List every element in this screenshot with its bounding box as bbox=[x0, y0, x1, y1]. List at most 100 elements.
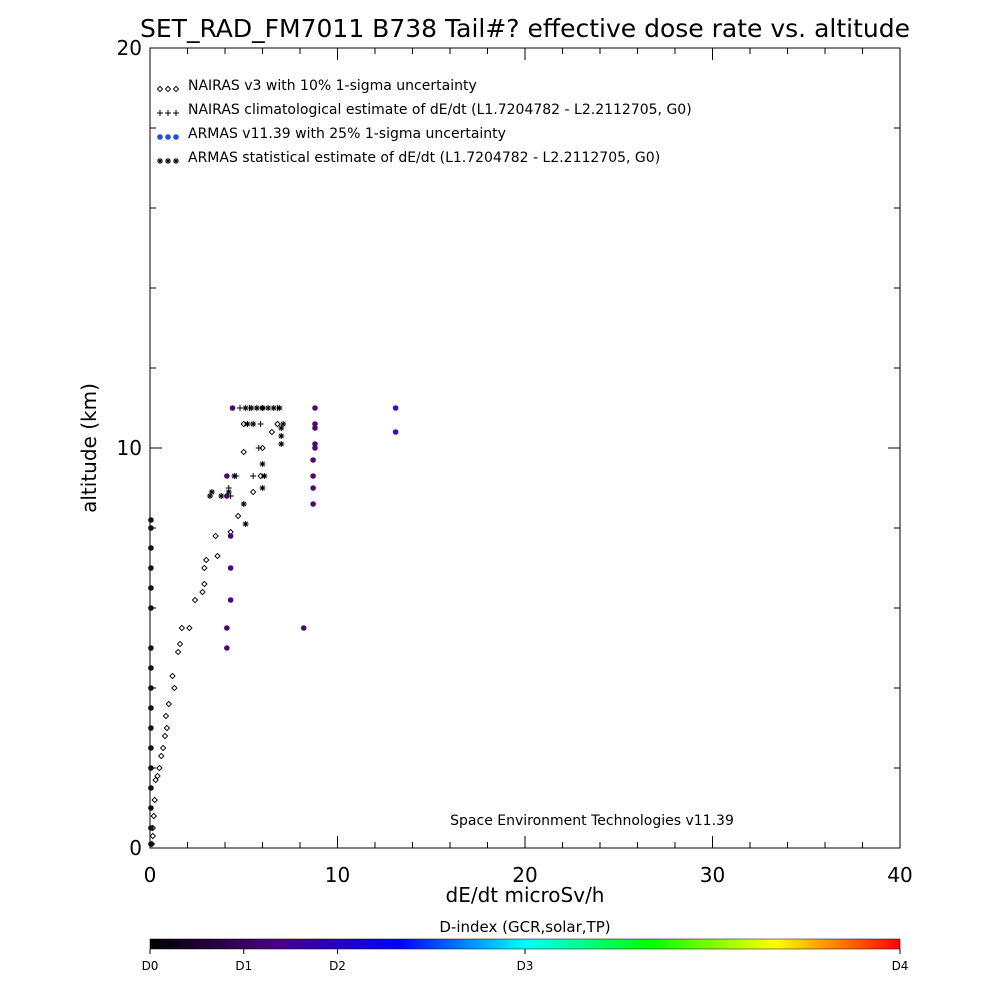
x-axis-label: dE/dt microSv/h bbox=[446, 883, 605, 907]
dot-point bbox=[148, 525, 154, 531]
asterisk-point bbox=[240, 501, 247, 507]
dot-point bbox=[227, 565, 234, 571]
diamond-point bbox=[199, 588, 206, 596]
diamond-point bbox=[212, 532, 219, 540]
diamond-point bbox=[201, 580, 208, 588]
colorbar-title: D-index (GCR,solar,TP) bbox=[439, 918, 610, 936]
dot-point bbox=[148, 665, 154, 671]
asterisk-point bbox=[253, 405, 260, 411]
x-tick-label: 10 bbox=[325, 863, 350, 887]
asterisk-point bbox=[248, 405, 255, 411]
diamond-point bbox=[268, 428, 276, 436]
diamond-point bbox=[178, 624, 186, 632]
data-points bbox=[148, 404, 399, 848]
dot-point bbox=[148, 725, 154, 731]
diamond-point bbox=[158, 752, 165, 760]
diamond-point bbox=[163, 724, 171, 732]
asterisk-point bbox=[225, 489, 232, 495]
asterisk-point bbox=[250, 421, 257, 427]
dot-point bbox=[312, 445, 318, 451]
chart-title: SET_RAD_FM7011 B738 Tail#? effective dos… bbox=[140, 14, 910, 43]
legend-item: ARMAS v11.39 with 25% 1-sigma uncertaint… bbox=[157, 126, 506, 142]
dot-point bbox=[148, 545, 154, 551]
legend-symbol bbox=[165, 134, 171, 140]
dot-point bbox=[148, 841, 154, 847]
diamond-point bbox=[152, 776, 159, 784]
colorbar-label: D2 bbox=[329, 959, 346, 973]
series-diamond bbox=[148, 404, 281, 848]
asterisk-point bbox=[276, 405, 283, 411]
asterisk-point bbox=[242, 405, 249, 411]
diamond-point bbox=[234, 512, 242, 520]
diamond-point bbox=[274, 420, 281, 428]
legend-label: NAIRAS v3 with 10% 1-sigma uncertainty bbox=[188, 78, 477, 94]
y-tick-label: 0 bbox=[129, 836, 142, 860]
dot-point bbox=[310, 473, 316, 479]
plus-point bbox=[255, 445, 262, 451]
diamond-point bbox=[151, 796, 158, 804]
dot-point bbox=[227, 597, 234, 603]
diamond-point bbox=[150, 812, 157, 820]
legend-symbol bbox=[173, 134, 179, 140]
axis-ticks bbox=[149, 47, 901, 849]
diamond-point bbox=[165, 700, 172, 708]
y-tick-label: 10 bbox=[117, 436, 142, 460]
legend-symbol bbox=[173, 158, 179, 164]
diamond-point bbox=[240, 448, 247, 456]
legend-item: ARMAS statistical estimate of dE/dt (L1.… bbox=[157, 150, 660, 166]
legend-symbol bbox=[173, 110, 179, 116]
dot-point bbox=[148, 565, 154, 571]
dot-point bbox=[148, 785, 154, 791]
dot-point bbox=[310, 485, 316, 491]
diamond-point bbox=[186, 624, 193, 632]
series-asterisk bbox=[207, 405, 287, 527]
diamond-point bbox=[149, 832, 157, 840]
legend-label: ARMAS statistical estimate of dE/dt (L1.… bbox=[188, 150, 660, 166]
dot-point bbox=[224, 645, 230, 651]
x-tick-label: 40 bbox=[887, 863, 912, 887]
plot-frame bbox=[149, 47, 901, 849]
diamond-point bbox=[214, 552, 221, 560]
diamond-point bbox=[169, 672, 176, 680]
series-dot bbox=[148, 405, 399, 847]
diamond-point bbox=[154, 772, 161, 780]
asterisk-point bbox=[278, 433, 285, 439]
dot-point bbox=[392, 405, 399, 411]
diamond-point bbox=[156, 764, 163, 772]
legend-symbol bbox=[157, 134, 163, 140]
asterisk-point bbox=[261, 473, 268, 479]
colorbar-label: D4 bbox=[892, 959, 909, 973]
dot-point bbox=[310, 457, 316, 463]
asterisk-point bbox=[259, 405, 266, 411]
dot-point bbox=[312, 441, 318, 447]
legend-item: NAIRAS climatological estimate of dE/dt … bbox=[157, 102, 692, 118]
y-tick-label: 20 bbox=[117, 36, 142, 60]
colorbar-labels: D0 D1 D2 D3 D4 bbox=[142, 949, 909, 973]
asterisk-point bbox=[278, 441, 285, 447]
dot-point bbox=[312, 421, 318, 427]
dot-point bbox=[224, 473, 230, 479]
dot-point bbox=[224, 625, 230, 631]
diamond-point bbox=[171, 684, 178, 692]
diamond-point bbox=[201, 564, 208, 572]
diamond-point bbox=[161, 732, 169, 740]
dot-point bbox=[148, 765, 154, 771]
diamond-point bbox=[176, 640, 184, 648]
dot-point bbox=[148, 517, 154, 523]
asterisk-point bbox=[259, 485, 266, 491]
dot-point bbox=[300, 625, 307, 631]
asterisk-point bbox=[231, 473, 238, 479]
legend-symbol bbox=[157, 158, 163, 164]
diamond-point bbox=[191, 596, 199, 604]
x-tick-label: 20 bbox=[512, 863, 537, 887]
asterisk-point bbox=[244, 421, 251, 427]
legend-symbol bbox=[165, 158, 171, 164]
colorbar-label: D0 bbox=[142, 959, 159, 973]
diamond-point bbox=[159, 744, 167, 752]
x-tick-label: 30 bbox=[700, 863, 725, 887]
series-plus bbox=[225, 405, 281, 499]
diamond-point bbox=[174, 648, 182, 656]
plus-point bbox=[237, 405, 243, 411]
legend-label: NAIRAS climatological estimate of dE/dt … bbox=[188, 102, 692, 118]
legend-symbol bbox=[165, 110, 171, 116]
